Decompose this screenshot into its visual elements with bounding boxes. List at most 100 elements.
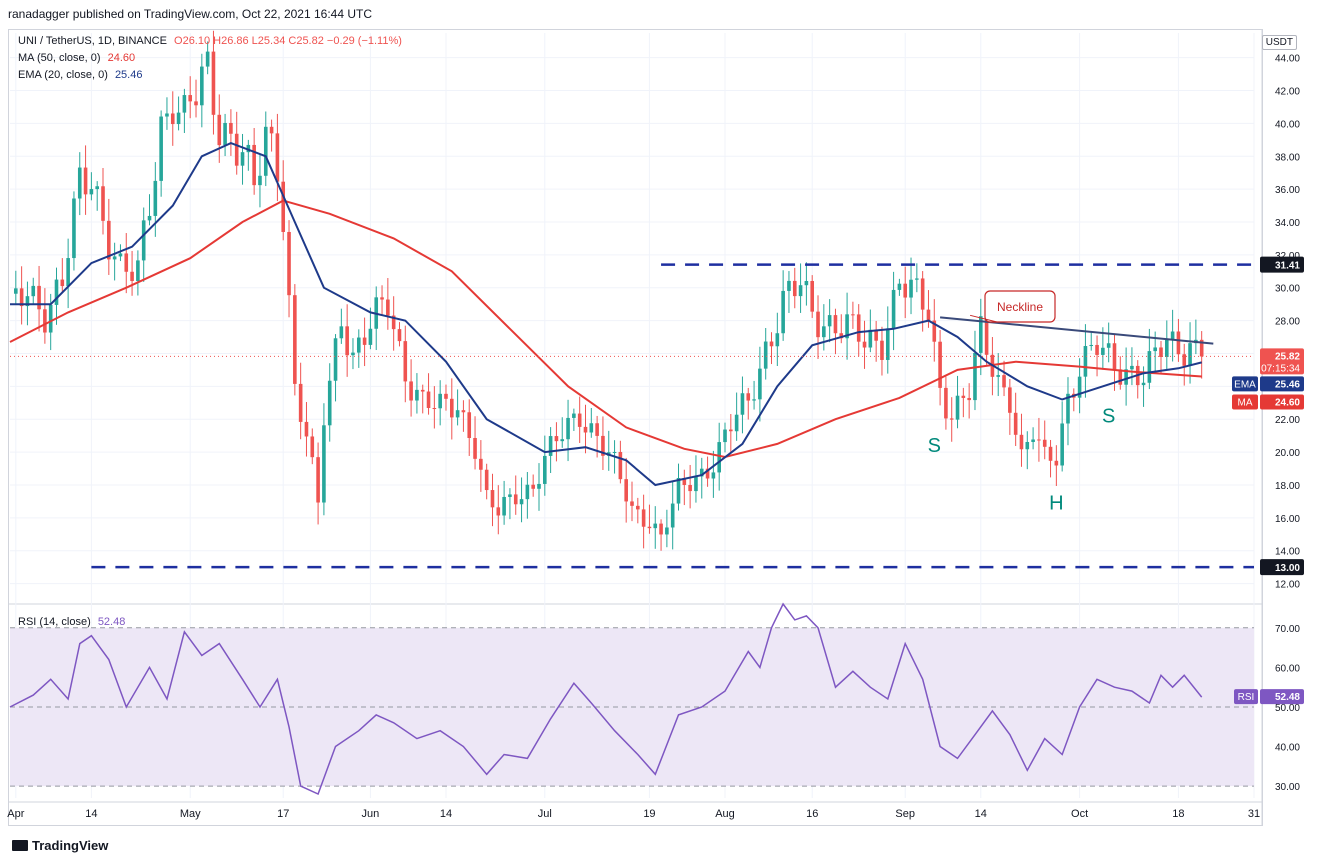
- candle-down: [874, 329, 878, 341]
- candle-up: [258, 175, 262, 186]
- candle-up: [438, 393, 442, 409]
- time-tick-label: 17: [277, 808, 289, 820]
- candle-up: [670, 503, 675, 528]
- rsi-legend[interactable]: RSI (14, close) 52.48: [18, 616, 125, 628]
- candle-up: [141, 220, 146, 261]
- candle-down: [1182, 354, 1187, 366]
- candle-up: [1066, 393, 1070, 424]
- pattern-annotation: S: [1102, 406, 1115, 428]
- candle-down: [705, 468, 710, 479]
- candle-up: [1083, 346, 1088, 377]
- candle-up: [136, 260, 140, 282]
- candle-up: [734, 414, 739, 432]
- candle-down: [252, 144, 256, 186]
- candle-up: [327, 380, 332, 426]
- last-price-tag: [1260, 348, 1304, 375]
- rsi-line: [9, 602, 1203, 796]
- candle-up: [827, 315, 832, 327]
- candle-up: [973, 352, 977, 401]
- candle-up: [455, 410, 460, 418]
- candle-down: [1002, 375, 1006, 388]
- price-tick-label: 40.00: [1275, 119, 1300, 130]
- candle-down: [60, 279, 65, 287]
- neckline-trendline: [939, 316, 1214, 345]
- candle-down: [1118, 369, 1123, 385]
- candle-down: [682, 478, 687, 485]
- candle-up: [48, 304, 53, 333]
- candle-up: [694, 476, 698, 492]
- time-tick-label: 31: [1248, 808, 1260, 820]
- candle-down: [188, 95, 193, 102]
- rsi-price-label: 52.48: [1275, 692, 1300, 703]
- time-tick-label: 14: [975, 808, 987, 820]
- price-tick-label: 36.00: [1275, 185, 1300, 196]
- candle-down: [426, 391, 431, 409]
- ma-legend[interactable]: MA (50, close, 0) 24.60: [18, 52, 135, 64]
- candle-up: [589, 423, 594, 433]
- candle-down: [926, 309, 931, 321]
- candle-up: [572, 413, 576, 418]
- candle-down: [316, 457, 320, 503]
- ema-legend-label: EMA (20, close, 0): [18, 69, 108, 81]
- currency-button[interactable]: USDT: [1261, 35, 1297, 50]
- candle-down: [449, 398, 454, 418]
- candle-up: [548, 436, 553, 456]
- tradingview-icon: [12, 840, 28, 851]
- candle-up: [1153, 347, 1157, 352]
- candle-up: [112, 256, 117, 260]
- rsi-name-tag: [1234, 689, 1258, 705]
- pattern-annotation: S: [928, 435, 941, 457]
- candle-down: [490, 490, 495, 508]
- candle-down: [647, 526, 652, 529]
- candle-down: [467, 412, 472, 438]
- candle-up: [165, 113, 169, 117]
- candle-down: [862, 341, 867, 348]
- ema-price-tag: [1260, 376, 1304, 392]
- candle-up: [758, 368, 762, 400]
- ema-legend[interactable]: EMA (20, close, 0) 25.46: [18, 69, 142, 81]
- ma-legend-label: MA (50, close, 0): [18, 52, 101, 64]
- ema-name-label: EMA: [1234, 379, 1256, 390]
- symbol-label[interactable]: UNI / TetherUS, 1D, BINANCE: [18, 35, 167, 47]
- candle-up: [415, 389, 419, 401]
- candle-up: [1031, 439, 1035, 442]
- symbol-legend: UNI / TetherUS, 1D, BINANCE O26.10 H26.8…: [18, 35, 402, 47]
- candle-down: [1008, 387, 1012, 413]
- candle-down: [1013, 412, 1018, 435]
- candle-down: [513, 494, 518, 505]
- candle-down: [746, 393, 751, 401]
- candle-down: [420, 389, 425, 392]
- ema-legend-value: 25.46: [114, 69, 143, 81]
- rsi-name-label: RSI: [1238, 692, 1255, 703]
- candle-up: [159, 116, 163, 181]
- candle-down: [624, 479, 628, 502]
- candle-up: [676, 478, 681, 504]
- publisher-line: ranadagger published on TradingView.com,…: [8, 7, 373, 21]
- candle-down: [194, 101, 198, 106]
- candle-up: [822, 326, 826, 338]
- time-tick-label: May: [180, 808, 201, 820]
- candle-up: [31, 285, 36, 297]
- price-tick-label: 32.00: [1275, 251, 1300, 262]
- candle-up: [95, 186, 99, 190]
- candle-up: [868, 329, 873, 348]
- rsi-tick-label: 30.00: [1275, 782, 1300, 793]
- candle-down: [287, 231, 291, 296]
- candle-down: [83, 167, 88, 195]
- candle-up: [897, 283, 902, 290]
- candle-down: [281, 181, 286, 232]
- candle-up: [118, 253, 123, 257]
- price-tick-label: 12.00: [1275, 580, 1300, 591]
- candle-up: [885, 328, 890, 360]
- neckline-callout-box: [984, 290, 1056, 323]
- candle-up: [566, 417, 570, 440]
- candle-down: [170, 113, 175, 125]
- time-tick-label: 16: [806, 808, 818, 820]
- level-price-label: 13.00: [1275, 563, 1300, 574]
- ma-50-line: [9, 199, 1202, 459]
- candle-up: [519, 499, 524, 505]
- candle-up: [322, 425, 326, 503]
- candle-up: [72, 198, 76, 259]
- candle-down: [229, 122, 233, 134]
